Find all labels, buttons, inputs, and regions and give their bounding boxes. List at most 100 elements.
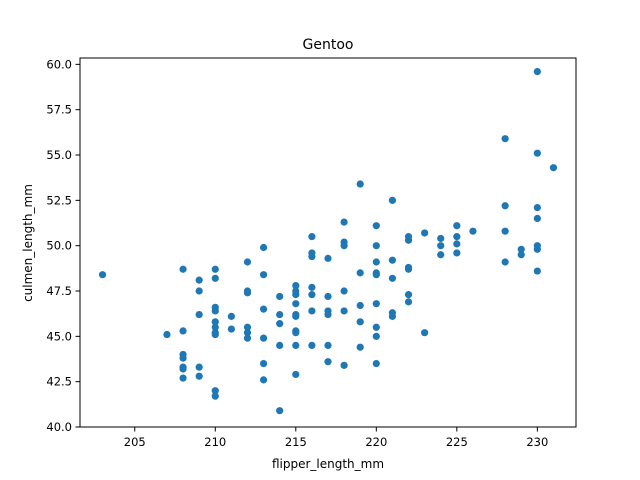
data-point (453, 222, 461, 230)
data-point (340, 361, 348, 369)
y-axis-label: culmen_length_mm (21, 184, 35, 302)
data-point (324, 358, 332, 366)
data-point (437, 242, 445, 250)
data-point (372, 300, 380, 308)
data-point (243, 323, 252, 331)
data-point (211, 323, 219, 331)
data-point (372, 359, 380, 368)
data-point (308, 291, 316, 299)
data-point (533, 214, 541, 223)
data-point (549, 164, 558, 172)
data-point (517, 251, 525, 259)
data-point (356, 343, 364, 351)
data-point (356, 269, 364, 277)
data-point (453, 249, 461, 257)
data-point (404, 298, 413, 306)
data-point (308, 341, 316, 349)
data-point (356, 318, 364, 326)
data-point (179, 374, 187, 382)
data-point (259, 305, 268, 313)
x-tick-label: 225 (446, 435, 468, 449)
data-point (195, 310, 203, 319)
y-tick-label: 55.0 (46, 148, 72, 162)
x-tick-label: 220 (365, 435, 387, 449)
data-point (211, 265, 219, 273)
x-tick-label: 210 (204, 435, 226, 449)
data-point (259, 376, 268, 384)
y-tick-label: 52.5 (46, 193, 72, 207)
data-point (324, 254, 332, 262)
x-tick-label: 215 (285, 435, 307, 449)
data-point (292, 281, 300, 290)
data-point (211, 392, 219, 400)
data-point (179, 265, 187, 273)
data-point (501, 227, 509, 235)
y-tick-label: 47.5 (46, 284, 72, 298)
axes-frame (79, 57, 577, 428)
y-tick-label: 60.0 (46, 57, 72, 71)
data-point (292, 291, 300, 299)
y-tick-label: 45.0 (46, 329, 72, 343)
data-point (501, 258, 509, 266)
data-point (211, 307, 219, 315)
data-point (292, 341, 300, 349)
data-point (292, 312, 300, 320)
data-point (372, 222, 380, 230)
data-point (372, 323, 380, 331)
data-point (533, 68, 541, 76)
data-point (437, 234, 445, 243)
data-point (340, 307, 348, 315)
data-point (276, 341, 284, 349)
data-point (292, 370, 300, 379)
data-point (453, 240, 461, 248)
data-point (308, 252, 316, 261)
data-point (501, 202, 509, 210)
data-point (324, 341, 332, 349)
data-point (324, 292, 332, 301)
data-point (292, 329, 300, 337)
points-layer (98, 68, 558, 415)
data-point (243, 334, 252, 342)
data-point (259, 271, 268, 279)
data-point (211, 330, 219, 339)
data-point (421, 329, 429, 337)
data-point (276, 292, 284, 301)
y-tick-label: 42.5 (46, 375, 72, 389)
data-point (340, 218, 348, 226)
x-tick-label: 230 (526, 435, 548, 449)
data-point (533, 149, 541, 157)
data-point (276, 407, 284, 415)
data-point (308, 233, 316, 241)
data-point (292, 300, 300, 308)
data-point (404, 265, 413, 273)
x-axis-ticks: 205 210 215 220 225 230 (124, 427, 548, 449)
data-point (533, 267, 541, 275)
data-point (276, 310, 284, 319)
data-point (163, 330, 171, 339)
data-point (211, 387, 219, 395)
data-point (372, 271, 380, 279)
data-point (388, 256, 397, 264)
data-point (437, 251, 445, 259)
data-point (259, 359, 268, 368)
data-point (388, 196, 397, 204)
data-point (227, 325, 235, 333)
data-point (372, 242, 380, 250)
y-tick-label: 50.0 (46, 239, 72, 253)
data-point (372, 258, 380, 266)
x-tick-label: 205 (124, 435, 146, 449)
data-point (421, 229, 429, 237)
data-point (340, 287, 348, 295)
data-point (98, 271, 107, 279)
chart-title: Gentoo (303, 37, 354, 53)
data-point (243, 289, 252, 297)
data-point (179, 327, 187, 335)
data-point (533, 245, 541, 253)
data-point (195, 276, 203, 284)
data-point (195, 363, 203, 371)
y-tick-label: 40.0 (46, 420, 72, 434)
data-point (211, 318, 219, 326)
data-point (501, 135, 509, 143)
